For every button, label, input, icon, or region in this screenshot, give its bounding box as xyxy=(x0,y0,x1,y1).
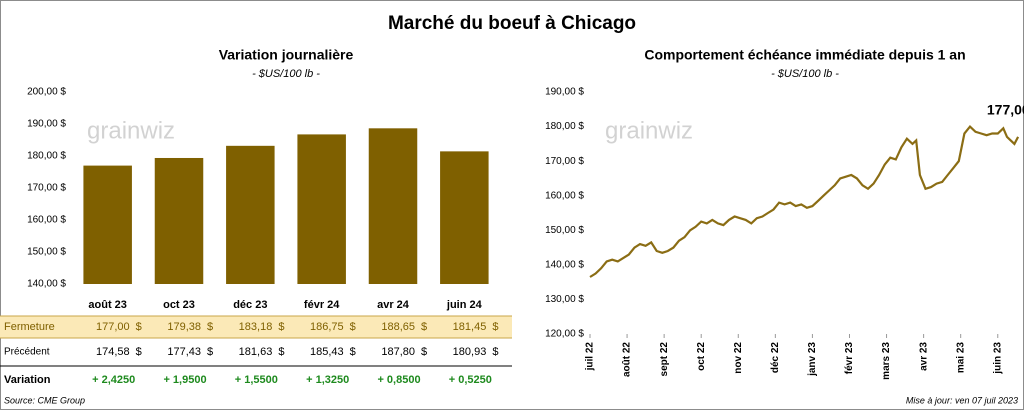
y-tick-label: 200,00 $ xyxy=(27,87,66,98)
prev-value: 174,58 xyxy=(96,346,130,358)
row-label: Fermeture xyxy=(4,321,55,333)
x-tick-label: août 22 xyxy=(622,342,633,377)
prev-value: 187,80 xyxy=(381,346,415,358)
variation-value: + 0,5250 xyxy=(449,374,492,386)
watermark: grainwiz xyxy=(605,117,693,144)
chart-subtitle: - $US/100 lb - xyxy=(252,68,320,80)
currency: $ xyxy=(421,346,427,358)
y-tick-label: 130,00 $ xyxy=(545,294,584,305)
watermark: grainwiz xyxy=(87,117,175,144)
y-tick-label: 180,00 $ xyxy=(545,121,584,132)
x-tick-label: sept 22 xyxy=(659,342,670,377)
close-value: 186,75 xyxy=(310,321,344,333)
x-tick-label: févr 23 xyxy=(844,342,855,375)
bar xyxy=(226,145,275,284)
y-tick-label: 150,00 $ xyxy=(545,225,584,236)
currency: $ xyxy=(136,346,142,358)
close-row-bg xyxy=(0,316,512,338)
row-label: Précédent xyxy=(4,347,50,358)
y-tick-label: 190,00 $ xyxy=(545,87,584,98)
variation-value: + 2,4250 xyxy=(92,374,135,386)
variation-value: + 0,8500 xyxy=(377,374,420,386)
chart-subtitle: - $US/100 lb - xyxy=(771,68,839,80)
x-tick-label: avr 24 xyxy=(377,299,410,311)
bar xyxy=(83,165,132,284)
x-tick-label: déc 22 xyxy=(770,342,781,374)
currency: $ xyxy=(278,346,284,358)
y-tick-label: 160,00 $ xyxy=(27,215,66,226)
currency: $ xyxy=(492,321,498,333)
close-value: 179,38 xyxy=(167,321,201,333)
y-tick-label: 180,00 $ xyxy=(27,151,66,162)
bar xyxy=(297,134,346,284)
x-tick-label: nov 22 xyxy=(733,342,744,374)
x-tick-label: janv 23 xyxy=(807,342,818,377)
currency: $ xyxy=(207,321,213,333)
currency: $ xyxy=(136,321,142,333)
bar xyxy=(368,128,418,284)
x-tick-label: févr 24 xyxy=(304,299,340,311)
row-label: Variation xyxy=(4,374,51,386)
currency: $ xyxy=(278,321,284,333)
y-tick-label: 190,00 $ xyxy=(27,119,66,130)
y-tick-label: 170,00 $ xyxy=(545,156,584,167)
main-title: Marché du boeuf à Chicago xyxy=(388,13,636,34)
x-tick-label: juil 22 xyxy=(585,342,596,372)
y-tick-label: 140,00 $ xyxy=(27,279,66,290)
variation-value: + 1,3250 xyxy=(306,374,349,386)
y-tick-label: 150,00 $ xyxy=(27,247,66,258)
close-value: 183,18 xyxy=(239,321,273,333)
x-tick-label: oct 22 xyxy=(696,342,707,371)
y-tick-label: 120,00 $ xyxy=(545,329,584,340)
prev-value: 181,63 xyxy=(239,346,273,358)
updated: Mise à jour: ven 07 juil 2023 xyxy=(906,395,1018,405)
bar xyxy=(154,157,204,284)
x-tick-label: juin 23 xyxy=(992,342,1003,375)
x-tick-label: mai 23 xyxy=(955,342,966,374)
currency: $ xyxy=(492,346,498,358)
x-tick-label: oct 23 xyxy=(163,299,195,311)
variation-value: + 1,9500 xyxy=(163,374,206,386)
x-tick-label: mars 23 xyxy=(881,342,892,380)
y-tick-label: 140,00 $ xyxy=(545,259,584,270)
close-value: 188,65 xyxy=(381,321,415,333)
chart-title: Comportement échéance immédiate depuis 1… xyxy=(644,47,965,63)
prev-value: 177,43 xyxy=(167,346,201,358)
prev-value: 180,93 xyxy=(453,346,487,358)
x-tick-label: août 23 xyxy=(88,299,127,311)
currency: $ xyxy=(350,346,356,358)
price-line xyxy=(589,124,1020,278)
currency: $ xyxy=(421,321,427,333)
variation-value: + 1,5500 xyxy=(235,374,278,386)
y-tick-label: 160,00 $ xyxy=(545,190,584,201)
prev-value: 185,43 xyxy=(310,346,344,358)
chart-title: Variation journalière xyxy=(219,47,354,63)
close-value: 181,45 xyxy=(453,321,487,333)
close-value: 177,00 xyxy=(96,321,130,333)
x-tick-label: déc 23 xyxy=(233,299,267,311)
x-tick-label: avr 23 xyxy=(918,342,929,371)
currency: $ xyxy=(207,346,213,358)
source: Source: CME Group xyxy=(4,395,85,405)
currency: $ xyxy=(350,321,356,333)
x-tick-label: juin 24 xyxy=(446,299,483,311)
bar xyxy=(440,151,489,284)
y-tick-label: 170,00 $ xyxy=(27,183,66,194)
value-label: 177,00 $ xyxy=(987,102,1024,118)
